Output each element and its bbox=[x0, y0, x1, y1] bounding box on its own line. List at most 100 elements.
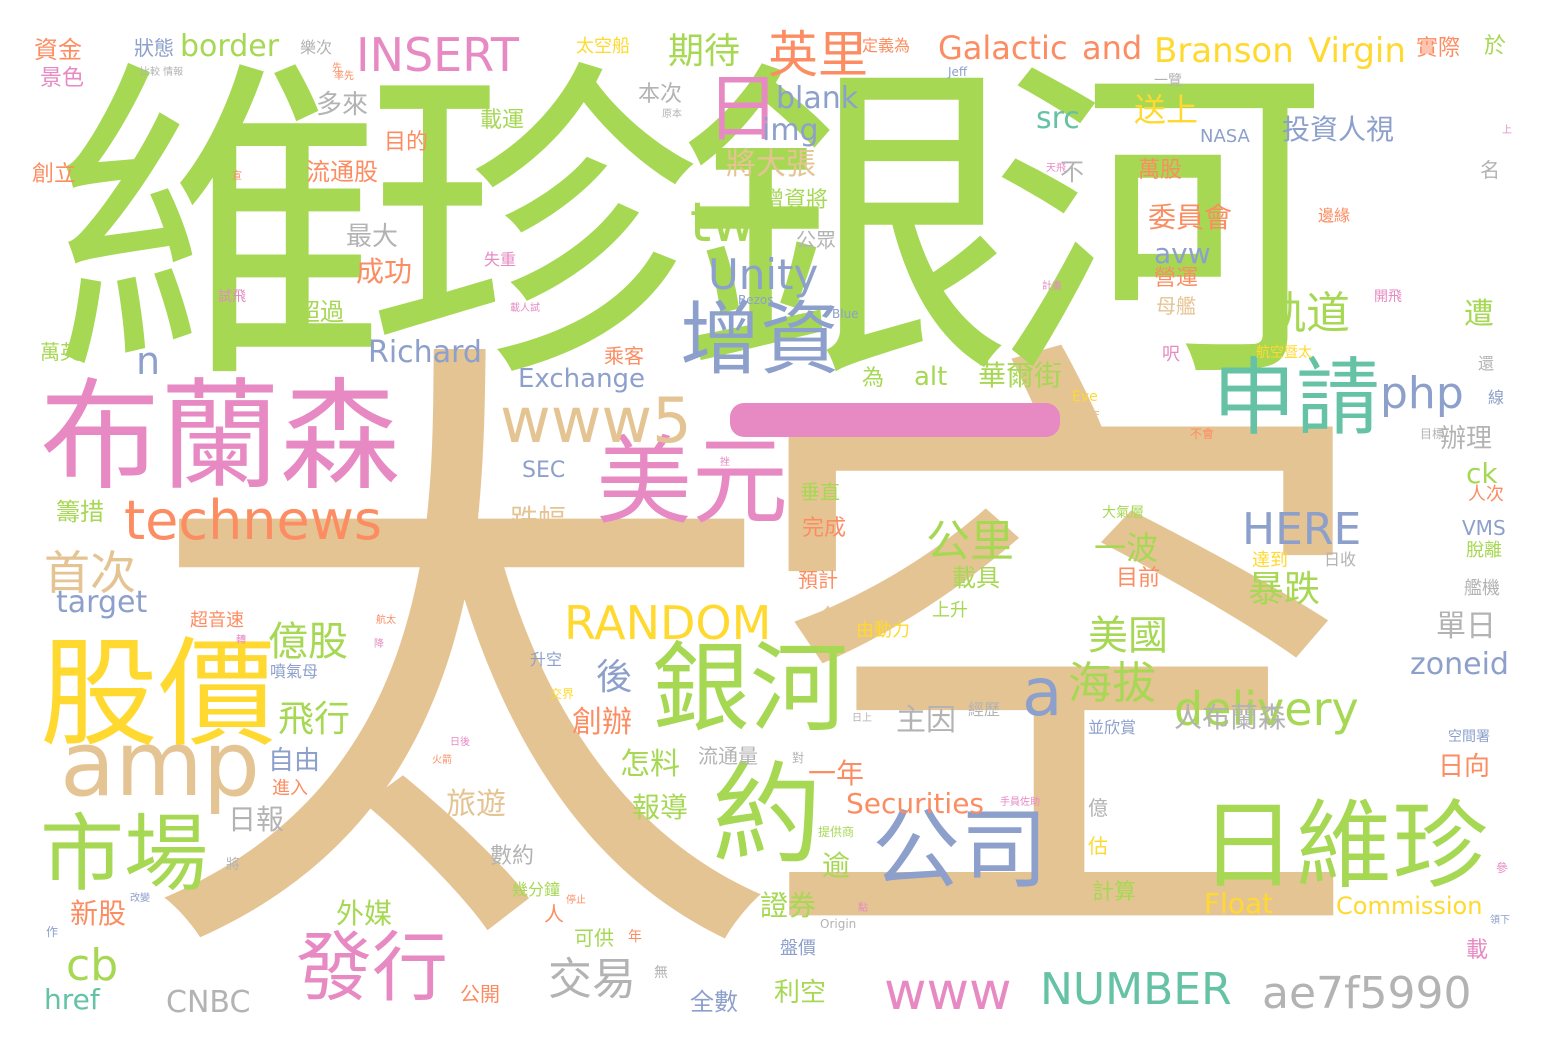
word-ri-weizhen: 日維珍 bbox=[1200, 790, 1488, 902]
word-shouyuan: 手員佐助 bbox=[1000, 797, 1040, 808]
word-hou: 後 bbox=[596, 657, 633, 698]
word-ju: 呎 bbox=[1162, 344, 1180, 365]
word-here: HERE bbox=[1242, 504, 1362, 555]
word-gaibian: 改變 bbox=[130, 893, 150, 904]
word-waimei: 外媒 bbox=[336, 897, 393, 930]
word-kongshuzhu: 空間署 bbox=[1448, 729, 1490, 745]
pink-dash-mark bbox=[730, 403, 1060, 437]
word-baodie: 暴跌 bbox=[1248, 569, 1321, 610]
word-yinhe: 銀河 bbox=[652, 632, 849, 746]
word-rishang: 日上 bbox=[852, 713, 872, 724]
word-tianxing: 天飛 bbox=[1046, 163, 1066, 174]
word-dui: 對 bbox=[792, 751, 805, 765]
word-shangsheng: 上升 bbox=[932, 600, 968, 621]
word-shizhong: 失重 bbox=[484, 250, 517, 269]
word-shenqing: 申請 bbox=[1212, 349, 1381, 447]
word-hangkong: 航空暨太 bbox=[1256, 345, 1312, 361]
word-dingyiwei: 定義為 bbox=[862, 36, 911, 55]
word-tingzhi: 停止 bbox=[566, 895, 586, 906]
word-bijiao: 比較 情報 bbox=[140, 67, 184, 78]
word-huaerjie: 華爾街 bbox=[978, 359, 1063, 392]
word-ribao: 日報 bbox=[228, 803, 285, 836]
word-shang: 上 bbox=[1502, 125, 1512, 136]
word-cuo: 挫 bbox=[720, 457, 730, 468]
word-xian2: 先 bbox=[332, 63, 342, 74]
word-chuangban: 創辦 bbox=[572, 705, 632, 740]
word-liutonggu: 流通股 bbox=[306, 158, 378, 186]
word-blue: Blue bbox=[832, 307, 859, 321]
word-chaoyinsu: 超音速 bbox=[190, 610, 244, 631]
word-gongli: 公里 bbox=[926, 516, 1014, 567]
word-yue: 約 bbox=[712, 751, 822, 879]
word-wancheng: 完成 bbox=[802, 516, 847, 541]
word-n: n bbox=[136, 339, 161, 383]
word-cnbc: CNBC bbox=[166, 985, 251, 1020]
word-gongsi: 公司 bbox=[872, 798, 1049, 901]
word-and: and bbox=[1082, 29, 1143, 67]
word-rihou: 日後 bbox=[450, 737, 470, 748]
word-a: a bbox=[1022, 654, 1063, 731]
word-exchange: Exchange bbox=[518, 364, 646, 394]
word-nasa: NASA bbox=[1200, 126, 1250, 147]
word-jiangdazhang: 將大張 bbox=[726, 147, 816, 182]
word-songshang: 送上 bbox=[1134, 91, 1199, 129]
word-diefu: 跌幅 bbox=[510, 503, 567, 536]
word-zengzijiang: 增資將 bbox=[762, 188, 829, 213]
word-meiguo: 美國 bbox=[1088, 613, 1168, 659]
word-mudong: 目前 bbox=[1116, 566, 1161, 591]
word-src: src bbox=[1036, 101, 1080, 136]
word-touziren: 投資人視 bbox=[1282, 113, 1395, 146]
word-mudi: 目的 bbox=[384, 130, 429, 155]
word-zai: 載 bbox=[1466, 938, 1489, 963]
word-xingu: 新股 bbox=[70, 897, 127, 930]
word-img: img bbox=[762, 113, 819, 148]
word-gujia: 股價 bbox=[40, 625, 277, 763]
word-zengzi: 增資 bbox=[680, 293, 840, 386]
word-shiyan: 試飛 bbox=[218, 289, 246, 305]
word-blank: blank bbox=[776, 81, 859, 116]
word-jiaojie: 交界 bbox=[550, 687, 575, 701]
word-meiyuan: 美元 bbox=[596, 426, 788, 538]
word-baodao: 報導 bbox=[632, 791, 689, 824]
word-shichang: 市場 bbox=[40, 805, 209, 903]
word-yu2: 於 bbox=[1484, 34, 1507, 59]
word-number: NUMBER bbox=[1040, 964, 1232, 1015]
word-bianyuan: 邊緣 bbox=[1318, 206, 1351, 225]
word-zuo: 作 bbox=[46, 925, 59, 939]
word-bingxinshang: 並欣賞 bbox=[1088, 718, 1137, 737]
word-sec: SEC bbox=[522, 458, 566, 483]
word-shengkong: 升空 bbox=[530, 650, 563, 669]
word-gongzhong: 公眾 bbox=[796, 228, 836, 252]
word-alt: alt bbox=[914, 362, 948, 392]
word-yingli: 英里 bbox=[768, 26, 868, 84]
word-jiang3: 降 bbox=[374, 639, 384, 650]
word-chaoguo: 超過 bbox=[296, 298, 344, 326]
word-weizhen-yinhe: 維珍銀河 bbox=[52, 34, 1326, 424]
word-virgin: Virgin bbox=[1308, 31, 1406, 71]
word-chenggong: 成功 bbox=[356, 255, 413, 288]
word-ziyou: 自由 bbox=[268, 746, 321, 776]
word-youdongli: 由動力 bbox=[856, 620, 910, 641]
word-ren-bulansen: 人布蘭森 bbox=[1174, 701, 1287, 734]
word-xuan: 宣 bbox=[232, 171, 242, 182]
word-jifenzhong: 幾分鐘 bbox=[512, 880, 561, 899]
word-wanying: 萬英 bbox=[40, 340, 80, 364]
word-wei: 為 bbox=[862, 366, 885, 391]
word-php: php bbox=[1380, 368, 1464, 419]
word-ren: 人 bbox=[544, 902, 564, 926]
word-dian: 點 bbox=[858, 903, 868, 914]
word-mubiao: 目標 bbox=[1420, 427, 1445, 441]
word-amp: amp bbox=[60, 712, 260, 817]
word-yinian: 一年 bbox=[808, 757, 865, 790]
word-zao: 遭 bbox=[1464, 297, 1494, 332]
word-target: target bbox=[56, 585, 148, 620]
word-technews: technews bbox=[124, 489, 383, 552]
word-jingli: 經歷 bbox=[968, 700, 1001, 719]
word-cb: cb bbox=[66, 940, 119, 991]
word-avw: avw bbox=[1154, 237, 1211, 270]
word-jianji: 艦機 bbox=[1464, 578, 1500, 599]
word-xian: 線 bbox=[1488, 388, 1505, 407]
word-yingyun: 營運 bbox=[1154, 266, 1199, 291]
word-www: www bbox=[884, 962, 1012, 1022]
word-faxing: 發行 bbox=[296, 923, 448, 1012]
